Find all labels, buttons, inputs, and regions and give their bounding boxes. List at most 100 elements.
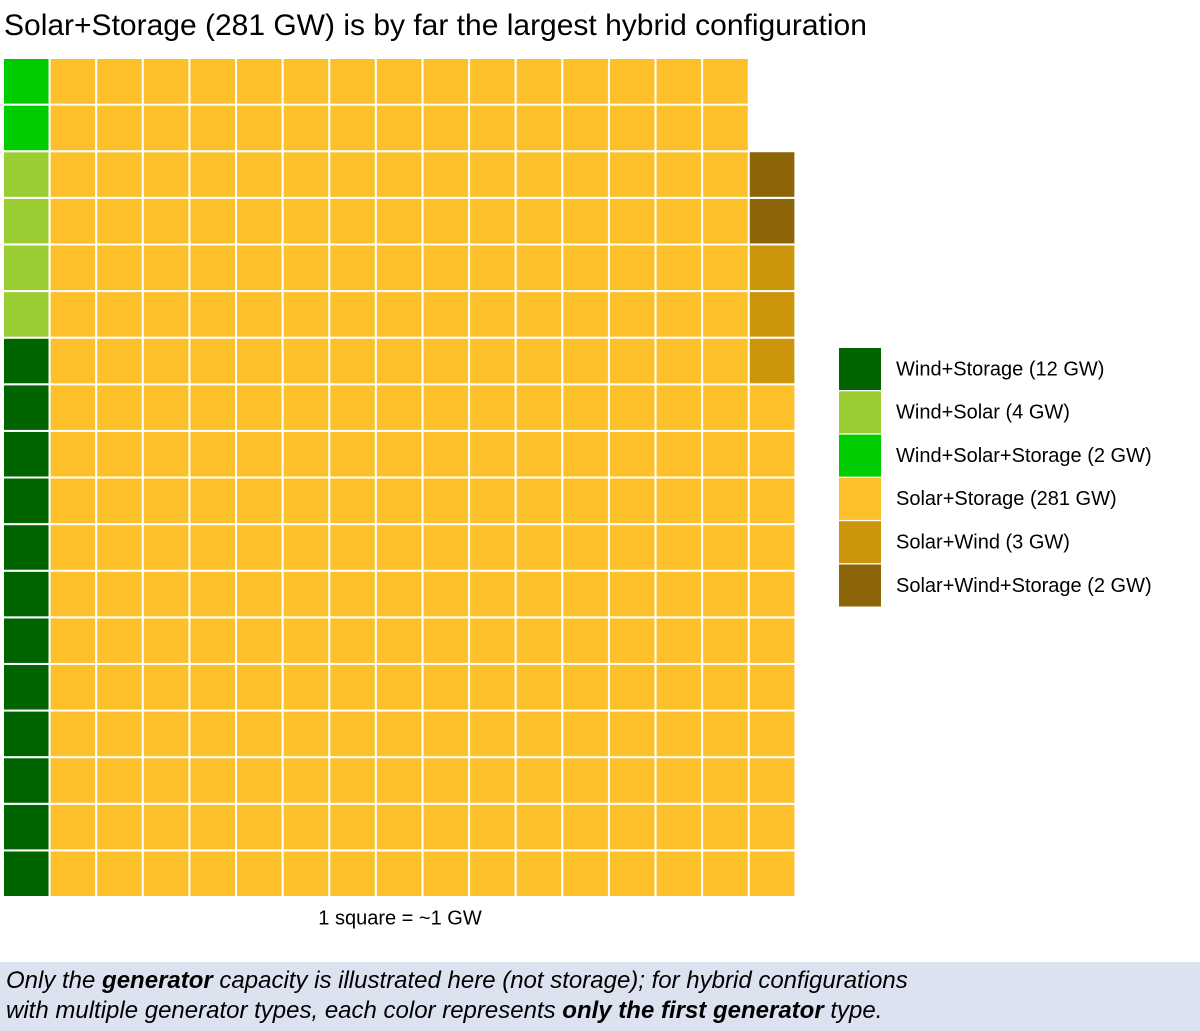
waffle-square bbox=[421, 383, 471, 432]
waffle-square bbox=[281, 336, 331, 386]
legend-label: Solar+Wind+Storage (2 GW) bbox=[896, 575, 1152, 597]
waffle-square bbox=[421, 662, 471, 712]
waffle-square bbox=[95, 150, 144, 199]
waffle-square bbox=[747, 802, 797, 852]
waffle-square bbox=[48, 57, 98, 106]
waffle-square bbox=[607, 616, 657, 665]
waffle-square bbox=[468, 709, 517, 759]
waffle-square bbox=[188, 290, 238, 339]
waffle-square bbox=[514, 429, 564, 479]
waffle-square bbox=[701, 756, 750, 805]
waffle-square bbox=[607, 243, 657, 293]
waffle-square bbox=[235, 523, 284, 572]
waffle-square bbox=[561, 383, 610, 432]
waffle-square bbox=[281, 150, 331, 199]
waffle-square bbox=[654, 476, 704, 526]
waffle-square bbox=[607, 849, 657, 899]
waffle-square bbox=[561, 756, 610, 805]
waffle-square bbox=[374, 476, 424, 526]
waffle-square bbox=[2, 662, 51, 712]
waffle-square bbox=[747, 429, 797, 479]
waffle-square bbox=[607, 383, 657, 432]
waffle-square bbox=[188, 336, 238, 386]
waffle-square bbox=[95, 383, 144, 432]
waffle-square bbox=[281, 383, 331, 432]
waffle-square bbox=[374, 756, 424, 805]
waffle-square bbox=[701, 802, 750, 852]
waffle-square bbox=[701, 383, 750, 432]
waffle-square bbox=[747, 569, 797, 619]
waffle-square bbox=[328, 616, 377, 665]
waffle-square bbox=[2, 57, 51, 106]
waffle-square bbox=[514, 802, 564, 852]
waffle-square bbox=[281, 290, 331, 339]
legend-swatch bbox=[839, 348, 881, 390]
waffle-square bbox=[514, 383, 564, 432]
waffle-square bbox=[328, 57, 377, 106]
waffle-square bbox=[95, 429, 144, 479]
waffle-square bbox=[747, 476, 797, 526]
waffle-square bbox=[188, 103, 238, 153]
waffle-square bbox=[328, 383, 377, 432]
waffle-square bbox=[328, 849, 377, 899]
waffle-square bbox=[421, 196, 471, 246]
waffle-square bbox=[747, 849, 797, 899]
waffle-square bbox=[48, 429, 98, 479]
waffle-square bbox=[48, 569, 98, 619]
waffle-square bbox=[654, 569, 704, 619]
waffle-square bbox=[281, 616, 331, 665]
waffle-square bbox=[468, 196, 517, 246]
waffle-square bbox=[281, 476, 331, 526]
waffle-square bbox=[48, 336, 98, 386]
waffle-square bbox=[235, 476, 284, 526]
waffle-square bbox=[235, 103, 284, 153]
waffle-square bbox=[747, 523, 797, 572]
waffle-square bbox=[607, 290, 657, 339]
waffle-square bbox=[654, 616, 704, 665]
waffle-square bbox=[281, 709, 331, 759]
waffle-square bbox=[421, 709, 471, 759]
waffle-square bbox=[514, 569, 564, 619]
waffle-square bbox=[281, 802, 331, 852]
waffle-square bbox=[281, 103, 331, 153]
waffle-square bbox=[141, 709, 191, 759]
waffle-square bbox=[468, 523, 517, 572]
caption-run: with multiple generator types, each colo… bbox=[6, 997, 562, 1024]
waffle-square bbox=[2, 383, 51, 432]
waffle-square bbox=[421, 336, 471, 386]
waffle-square bbox=[48, 756, 98, 805]
waffle-square bbox=[188, 476, 238, 526]
waffle-square bbox=[421, 569, 471, 619]
waffle-square bbox=[141, 243, 191, 293]
waffle-square bbox=[95, 756, 144, 805]
waffle-square bbox=[281, 662, 331, 712]
legend-swatch bbox=[839, 477, 881, 520]
legend-swatch bbox=[839, 434, 881, 477]
waffle-square bbox=[654, 336, 704, 386]
waffle-square bbox=[514, 662, 564, 712]
waffle-square bbox=[421, 523, 471, 572]
waffle-square bbox=[654, 103, 704, 153]
waffle-square bbox=[561, 196, 610, 246]
waffle-square bbox=[95, 336, 144, 386]
x-axis-label: 1 square = ~1 GW bbox=[318, 907, 482, 929]
chart-title: Solar+Storage (281 GW) is by far the lar… bbox=[4, 9, 867, 42]
waffle-square bbox=[514, 616, 564, 665]
waffle-square bbox=[95, 709, 144, 759]
waffle-square bbox=[514, 476, 564, 526]
waffle-square bbox=[701, 290, 750, 339]
waffle-square bbox=[561, 336, 610, 386]
waffle-square bbox=[607, 196, 657, 246]
legend-label: Wind+Solar+Storage (2 GW) bbox=[896, 445, 1152, 467]
waffle-square bbox=[188, 429, 238, 479]
waffle-square bbox=[561, 290, 610, 339]
waffle-square bbox=[654, 196, 704, 246]
waffle-square bbox=[421, 103, 471, 153]
waffle-square bbox=[654, 802, 704, 852]
waffle-square bbox=[747, 336, 797, 386]
waffle-square bbox=[235, 196, 284, 246]
waffle-square bbox=[235, 569, 284, 619]
waffle-square bbox=[188, 569, 238, 619]
waffle-square bbox=[235, 243, 284, 293]
waffle-square bbox=[48, 709, 98, 759]
